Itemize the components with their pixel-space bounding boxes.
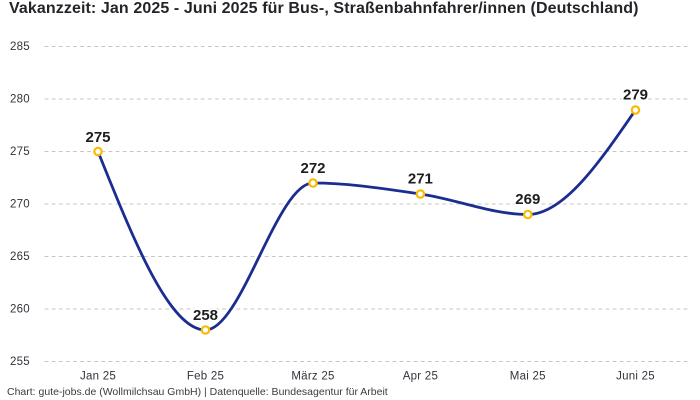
svg-text:Mai 25: Mai 25: [510, 371, 546, 383]
svg-text:271: 271: [408, 171, 433, 188]
svg-text:260: 260: [10, 304, 30, 316]
svg-text:279: 279: [623, 87, 648, 104]
svg-text:270: 270: [10, 199, 30, 211]
svg-text:265: 265: [10, 251, 30, 263]
svg-text:255: 255: [10, 356, 30, 368]
svg-text:Juni 25: Juni 25: [616, 371, 655, 383]
svg-text:Feb 25: Feb 25: [187, 371, 224, 383]
svg-text:272: 272: [300, 160, 325, 177]
svg-text:März 25: März 25: [291, 371, 334, 383]
svg-text:258: 258: [193, 307, 218, 324]
svg-text:275: 275: [85, 129, 110, 146]
svg-text:Jan 25: Jan 25: [80, 371, 116, 383]
svg-text:Apr 25: Apr 25: [403, 371, 438, 383]
svg-text:275: 275: [10, 146, 30, 158]
svg-text:285: 285: [10, 41, 30, 53]
svg-text:269: 269: [515, 191, 540, 208]
svg-text:280: 280: [10, 94, 30, 106]
